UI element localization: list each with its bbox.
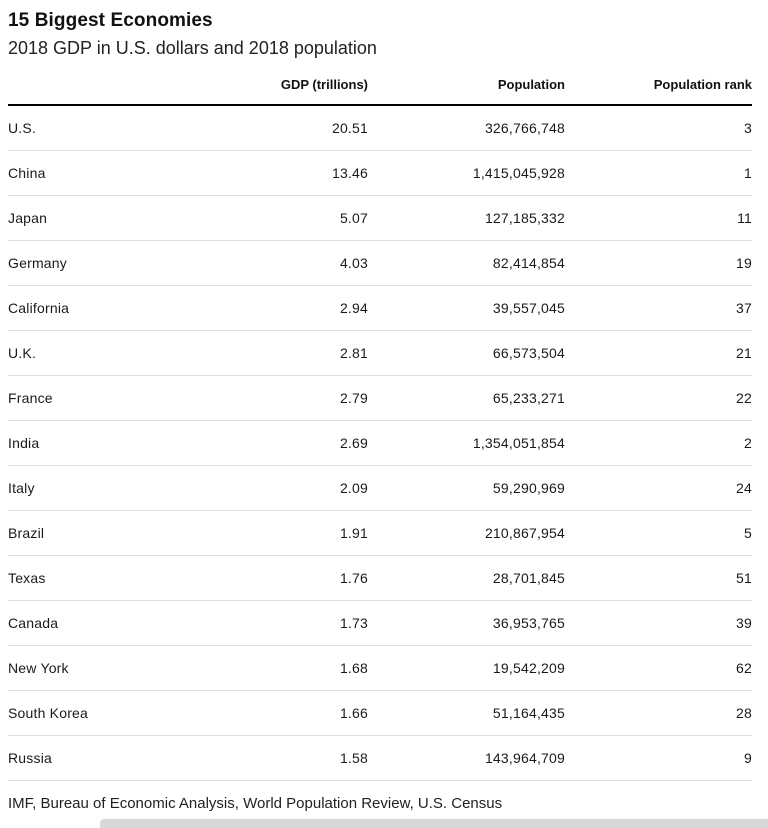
population-cell: 66,573,504 (368, 330, 565, 376)
table-row: Italy 2.09 59,290,969 24 (8, 465, 752, 511)
population-cell: 51,164,435 (368, 690, 565, 736)
col-header-population-rank: Population rank (565, 77, 752, 106)
population-cell: 143,964,709 (368, 735, 565, 781)
col-header-gdp: GDP (trillions) (208, 77, 368, 106)
table-row: Texas 1.76 28,701,845 51 (8, 555, 752, 601)
country-cell: Italy (8, 465, 208, 511)
population-cell: 59,290,969 (368, 465, 565, 511)
country-cell: India (8, 420, 208, 466)
population-rank-cell: 19 (565, 240, 752, 286)
col-header-name (8, 77, 208, 106)
table-header-row: GDP (trillions) Population Population ra… (8, 77, 752, 106)
table-row: U.K. 2.81 66,573,504 21 (8, 330, 752, 376)
country-cell: Brazil (8, 510, 208, 556)
population-rank-cell: 11 (565, 195, 752, 241)
country-cell: China (8, 150, 208, 196)
table-row: France 2.79 65,233,271 22 (8, 375, 752, 421)
country-cell: Texas (8, 555, 208, 601)
gdp-cell: 13.46 (208, 150, 368, 196)
gdp-cell: 1.58 (208, 735, 368, 781)
population-rank-cell: 2 (565, 420, 752, 466)
population-cell: 127,185,332 (368, 195, 565, 241)
population-rank-cell: 37 (565, 285, 752, 331)
population-rank-cell: 3 (565, 105, 752, 151)
population-rank-cell: 22 (565, 375, 752, 421)
population-rank-cell: 1 (565, 150, 752, 196)
population-rank-cell: 21 (565, 330, 752, 376)
population-rank-cell: 39 (565, 600, 752, 646)
population-cell: 19,542,209 (368, 645, 565, 691)
country-cell: California (8, 285, 208, 331)
table-row: New York 1.68 19,542,209 62 (8, 645, 752, 691)
table-row: California 2.94 39,557,045 37 (8, 285, 752, 331)
gdp-cell: 1.68 (208, 645, 368, 691)
table-row: Canada 1.73 36,953,765 39 (8, 600, 752, 646)
gdp-cell: 4.03 (208, 240, 368, 286)
country-cell: U.S. (8, 105, 208, 151)
population-rank-cell: 9 (565, 735, 752, 781)
gdp-cell: 1.73 (208, 600, 368, 646)
population-cell: 28,701,845 (368, 555, 565, 601)
country-cell: New York (8, 645, 208, 691)
table-header: GDP (trillions) Population Population ra… (8, 77, 752, 106)
population-cell: 1,415,045,928 (368, 150, 565, 196)
country-cell: South Korea (8, 690, 208, 736)
population-rank-cell: 5 (565, 510, 752, 556)
col-header-population: Population (368, 77, 565, 106)
figure-title: 15 Biggest Economies (8, 10, 213, 31)
gdp-cell: 2.79 (208, 375, 368, 421)
population-rank-cell: 62 (565, 645, 752, 691)
table-row: South Korea 1.66 51,164,435 28 (8, 690, 752, 736)
gdp-cell: 1.66 (208, 690, 368, 736)
country-cell: Germany (8, 240, 208, 286)
gdp-cell: 2.94 (208, 285, 368, 331)
country-cell: Canada (8, 600, 208, 646)
country-cell: Japan (8, 195, 208, 241)
population-cell: 39,557,045 (368, 285, 565, 331)
population-cell: 326,766,748 (368, 105, 565, 151)
population-cell: 210,867,954 (368, 510, 565, 556)
table-row: U.S. 20.51 326,766,748 3 (8, 105, 752, 151)
table-row: Germany 4.03 82,414,854 19 (8, 240, 752, 286)
population-rank-cell: 24 (565, 465, 752, 511)
gdp-cell: 1.76 (208, 555, 368, 601)
gdp-cell: 5.07 (208, 195, 368, 241)
country-cell: U.K. (8, 330, 208, 376)
economies-table: GDP (trillions) Population Population ra… (8, 77, 752, 781)
gdp-cell: 1.91 (208, 510, 368, 556)
gdp-cell: 2.09 (208, 465, 368, 511)
source-note: IMF, Bureau of Economic Analysis, World … (8, 795, 503, 812)
population-cell: 36,953,765 (368, 600, 565, 646)
bottom-scroll-bar (100, 819, 768, 828)
population-cell: 1,354,051,854 (368, 420, 565, 466)
table-row: India 2.69 1,354,051,854 2 (8, 420, 752, 466)
gdp-cell: 2.81 (208, 330, 368, 376)
table-row: Russia 1.58 143,964,709 9 (8, 735, 752, 781)
country-cell: Russia (8, 735, 208, 781)
gdp-cell: 20.51 (208, 105, 368, 151)
gdp-cell: 2.69 (208, 420, 368, 466)
figure-subtitle: 2018 GDP in U.S. dollars and 2018 popula… (8, 38, 377, 58)
population-cell: 82,414,854 (368, 240, 565, 286)
table-row: China 13.46 1,415,045,928 1 (8, 150, 752, 196)
table-row: Japan 5.07 127,185,332 11 (8, 195, 752, 241)
table-row: Brazil 1.91 210,867,954 5 (8, 510, 752, 556)
table-body: U.S. 20.51 326,766,748 3 China 13.46 1,415,045… (8, 105, 752, 781)
population-rank-cell: 28 (565, 690, 752, 736)
country-cell: France (8, 375, 208, 421)
population-cell: 65,233,271 (368, 375, 565, 421)
population-rank-cell: 51 (565, 555, 752, 601)
